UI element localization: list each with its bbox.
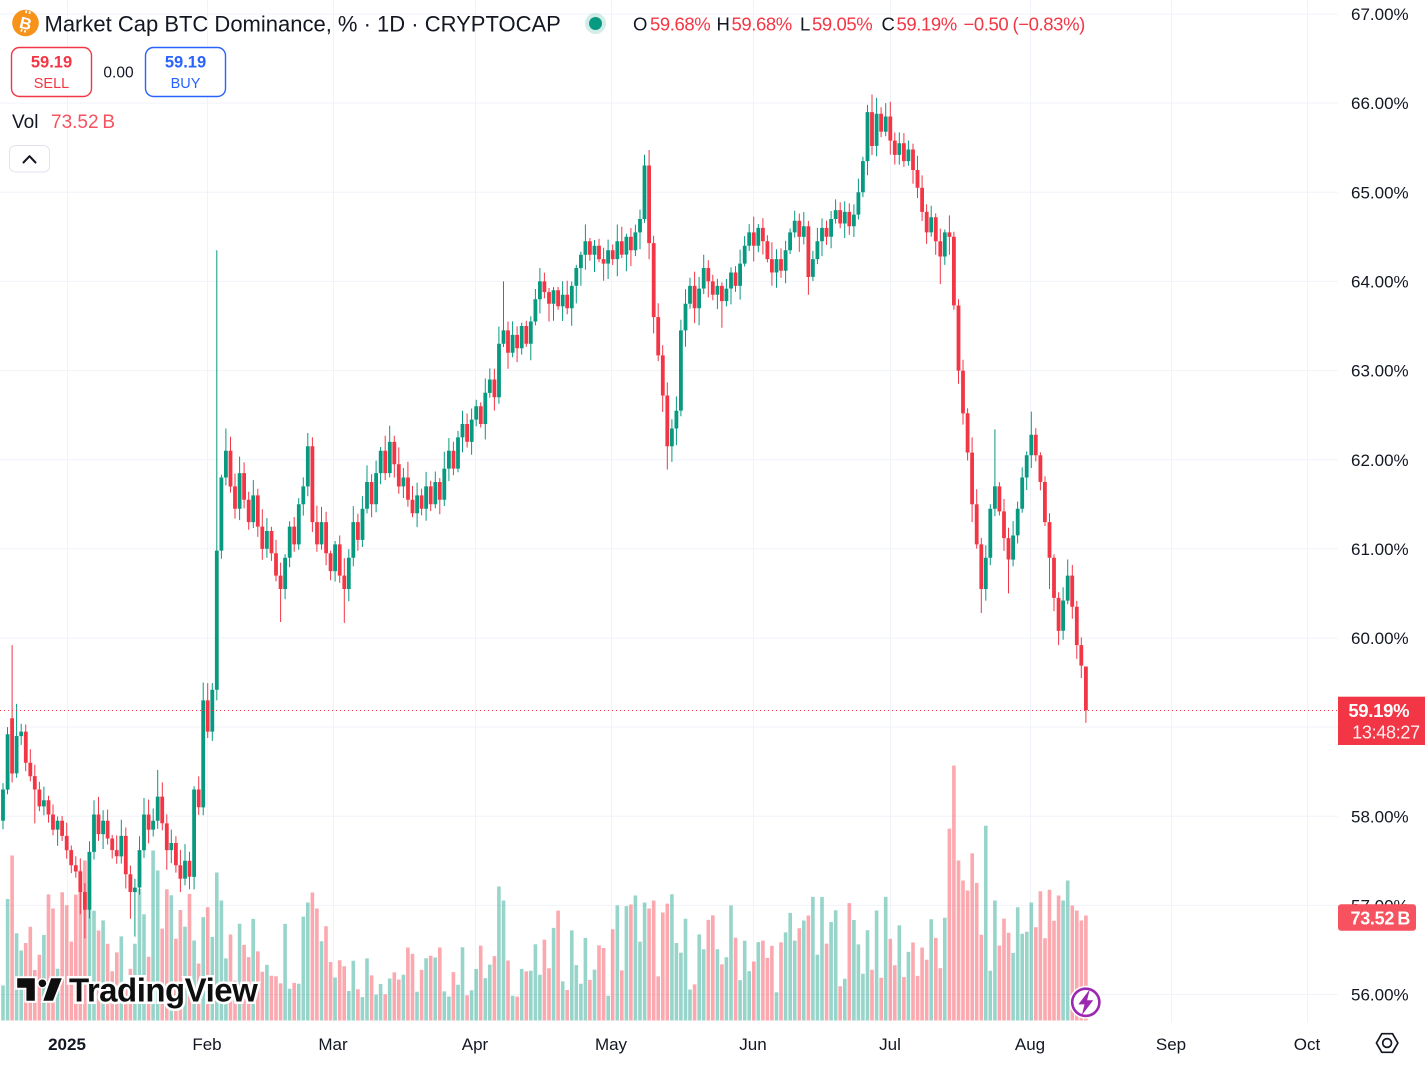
svg-text:59.19: 59.19: [31, 54, 72, 72]
svg-text:Aug: Aug: [1015, 1035, 1045, 1054]
svg-text:67.00%: 67.00%: [1351, 5, 1409, 24]
svg-text:Apr: Apr: [462, 1035, 489, 1054]
svg-text:60.00%: 60.00%: [1351, 629, 1409, 648]
svg-text:13:48:27: 13:48:27: [1352, 723, 1420, 743]
svg-text:SELL: SELL: [34, 76, 69, 92]
svg-text:2025: 2025: [48, 1035, 86, 1054]
svg-text:Vol: Vol: [12, 112, 38, 133]
svg-text:May: May: [595, 1035, 628, 1054]
svg-text:BUY: BUY: [171, 76, 201, 92]
svg-text:Mar: Mar: [318, 1035, 348, 1054]
svg-text:O59.68%H59.68%L59.05%C59.19%−0: O 59.68% H 59.68% L 59.05% C 59.19% −0.50 (−0.83%…: [633, 14, 1085, 35]
svg-text:Sep: Sep: [1156, 1035, 1186, 1054]
svg-text:56.00%: 56.00%: [1351, 986, 1409, 1005]
svg-text:65.00%: 65.00%: [1351, 183, 1409, 202]
svg-text:62.00%: 62.00%: [1351, 451, 1409, 470]
svg-text:0.00: 0.00: [103, 65, 134, 82]
svg-text:73.52 B: 73.52 B: [51, 112, 115, 133]
svg-text:61.00%: 61.00%: [1351, 540, 1409, 559]
svg-text:TradingView: TradingView: [69, 972, 258, 1009]
svg-text:66.00%: 66.00%: [1351, 94, 1409, 113]
svg-text:Market Cap BTC Dominance, % ·: Market Cap BTC Dominance, % · 1D · CRYPT…: [45, 12, 561, 37]
svg-text:63.00%: 63.00%: [1351, 362, 1409, 381]
svg-text:59.19%: 59.19%: [1348, 700, 1409, 721]
svg-text:64.00%: 64.00%: [1351, 273, 1409, 292]
svg-text:59.19: 59.19: [165, 54, 206, 72]
svg-text:Oct: Oct: [1294, 1035, 1321, 1054]
svg-text:Jul: Jul: [879, 1035, 901, 1054]
svg-text:Feb: Feb: [192, 1035, 221, 1054]
svg-text:73.52 B: 73.52 B: [1351, 908, 1411, 928]
svg-text:58.00%: 58.00%: [1351, 807, 1409, 826]
svg-text:Jun: Jun: [739, 1035, 766, 1054]
